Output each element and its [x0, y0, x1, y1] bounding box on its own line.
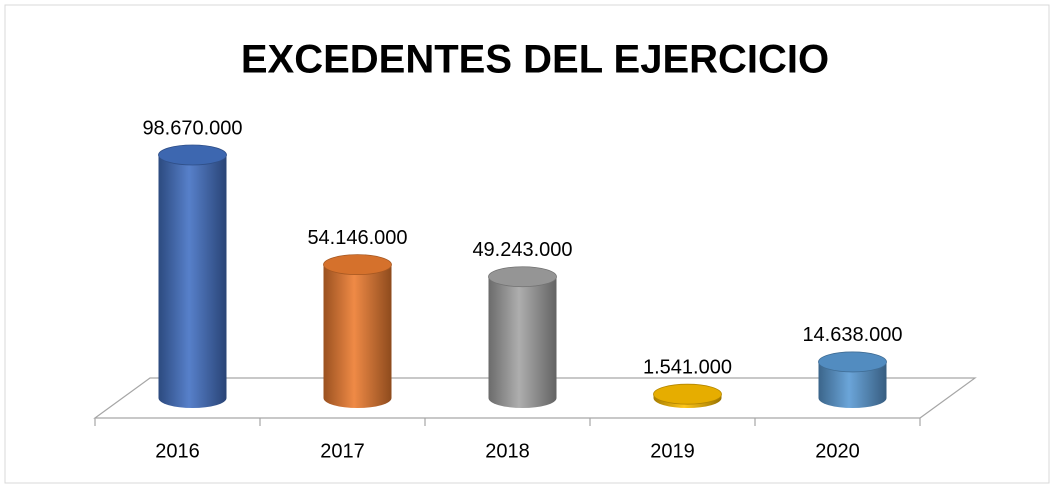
- value-label: 1.541.000: [643, 356, 732, 378]
- value-label: 98.670.000: [142, 117, 242, 139]
- bar-top: [158, 144, 227, 166]
- x-tick-label: 2018: [485, 440, 530, 462]
- bar: [158, 155, 227, 408]
- bar-top: [323, 254, 392, 276]
- x-tick-label: 2017: [320, 440, 365, 462]
- x-tick-label: 2020: [815, 440, 860, 462]
- bar: [323, 264, 392, 408]
- bar: [488, 276, 557, 408]
- bar-top: [653, 383, 722, 405]
- x-tick-label: 2016: [155, 440, 200, 462]
- value-label: 14.638.000: [802, 324, 902, 346]
- bar-top: [818, 351, 887, 373]
- x-tick-label: 2019: [650, 440, 695, 462]
- value-label: 54.146.000: [307, 227, 407, 249]
- bar-top: [488, 266, 557, 288]
- value-label: 49.243.000: [472, 239, 572, 261]
- floor: [93, 377, 977, 419]
- chart-title: EXCEDENTES DEL EJERCICIO: [241, 38, 829, 82]
- bar: [818, 361, 887, 408]
